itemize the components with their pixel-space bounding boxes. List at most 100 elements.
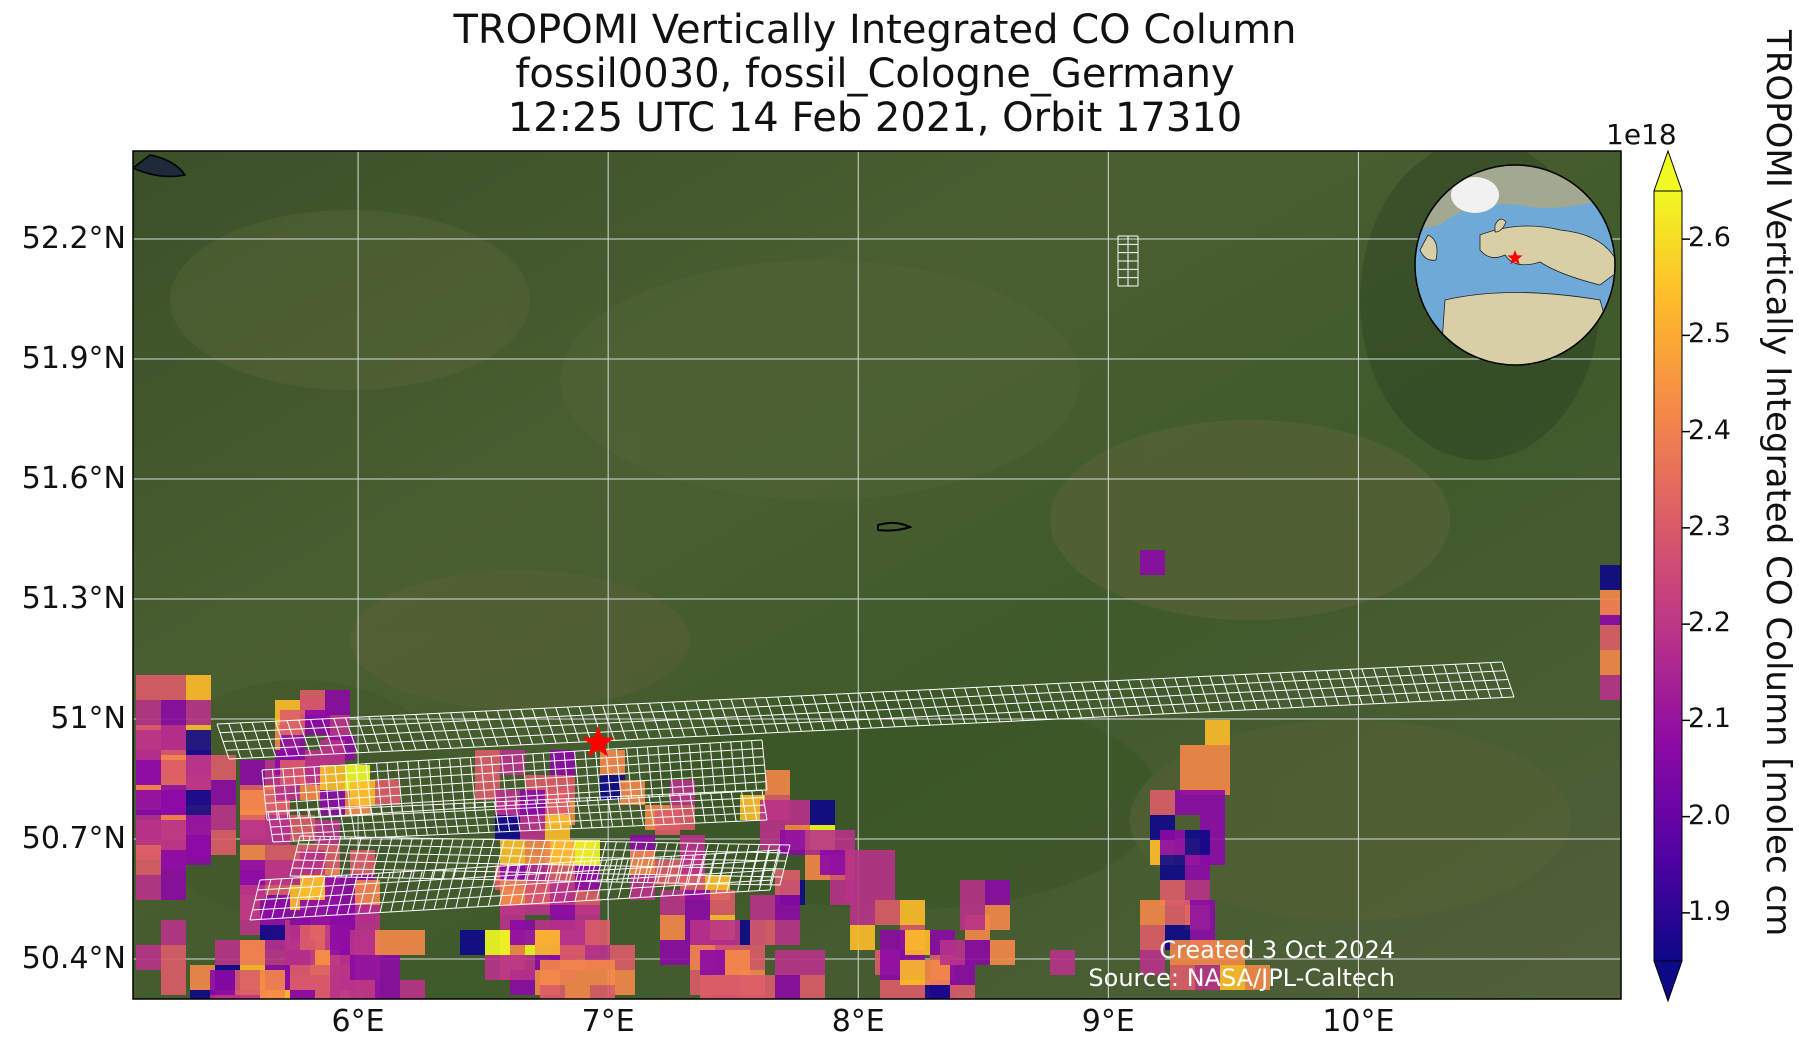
co-pixel: [190, 990, 215, 999]
co-pixel: [810, 800, 835, 825]
co-pixel: [535, 930, 560, 955]
co-pixel: [300, 925, 325, 950]
co-pixel: [850, 900, 875, 925]
co-pixel: [525, 840, 550, 865]
co-pixel: [765, 770, 790, 795]
co-pixel: [161, 790, 186, 815]
coastline-shape: [133, 154, 187, 178]
co-pixel: [186, 790, 211, 815]
title-line-3: 12:25 UTC 14 Feb 2021, Orbit 17310: [507, 95, 1243, 141]
co-pixel: [240, 820, 265, 845]
co-pixel: [240, 940, 265, 965]
co-pixel: [715, 920, 740, 945]
colorbar-tick-label: 2.2: [1688, 607, 1731, 639]
co-pixel: [870, 875, 895, 900]
co-pixel: [1600, 625, 1621, 650]
co-pixel: [350, 930, 375, 955]
co-pixel: [725, 950, 750, 975]
co-pixel: [350, 955, 375, 980]
co-pixel: [1195, 965, 1220, 990]
co-pixel: [690, 920, 715, 945]
lat-label: 51°N: [50, 701, 126, 736]
map-frame: [132, 150, 1622, 1000]
co-pixel: [940, 940, 965, 965]
co-pixel: [161, 760, 186, 785]
co-pixel: [215, 940, 240, 965]
co-pixel: [240, 760, 265, 785]
colorbar-tick-label: 2.5: [1688, 318, 1731, 350]
co-pixel: [1150, 790, 1175, 815]
co-pixel: [211, 805, 236, 830]
co-pixel: [161, 920, 186, 945]
co-pixel: [136, 945, 161, 970]
co-pixel: [750, 895, 775, 920]
co-pixel: [775, 920, 800, 945]
lon-label: 8°E: [831, 1004, 885, 1039]
co-pixel: [1600, 675, 1621, 700]
co-pixel: [350, 850, 375, 875]
co-pixel: [260, 900, 285, 925]
credit-source: Source: NASA/JPL-Caltech: [1088, 964, 1395, 992]
co-pixel: [1205, 745, 1230, 770]
credit-created: Created 3 Oct 2024: [1159, 936, 1395, 964]
co-pixel: [161, 725, 186, 750]
co-pixel: [1140, 900, 1165, 925]
co-pixel: [235, 995, 260, 999]
co-pixel: [880, 930, 905, 955]
co-pixel: [330, 980, 355, 999]
co-pixel: [265, 860, 290, 885]
colorbar: [1653, 149, 1690, 1003]
co-pixel: [375, 980, 400, 999]
co-pixel: [1170, 965, 1195, 990]
co-pixel: [775, 870, 800, 895]
co-pixel: [265, 820, 290, 845]
colorbar-tick-label: 2.4: [1688, 414, 1731, 446]
co-pixel: [600, 750, 625, 775]
co-pixel: [235, 970, 260, 995]
co-pixel: [1220, 940, 1245, 965]
co-pixel: [1170, 940, 1195, 965]
co-pixel: [161, 675, 186, 700]
co-pixel: [1165, 900, 1190, 925]
co-pixel: [260, 970, 285, 995]
co-pixel: [540, 960, 565, 985]
co-pixel: [590, 985, 615, 999]
co-pixel: [660, 915, 685, 940]
co-pixel: [485, 955, 510, 980]
co-pixel: [350, 780, 375, 805]
co-pixel: [905, 930, 930, 955]
site-star-marker: [582, 726, 615, 757]
co-pixel: [186, 815, 211, 840]
co-pixel: [240, 860, 265, 885]
co-pixel: [136, 820, 161, 845]
co-pixel: [460, 930, 485, 955]
co-pixel: [785, 800, 810, 825]
co-pixel: [315, 990, 340, 999]
lon-label: 7°E: [581, 1004, 635, 1039]
co-pixel: [990, 940, 1015, 965]
co-pixel: [161, 820, 186, 845]
co-pixel: [211, 780, 236, 805]
co-pixel: [300, 900, 325, 925]
co-pixel: [136, 730, 161, 755]
lat-label: 51.9°N: [21, 341, 126, 376]
co-pixel: [290, 990, 315, 999]
co-pixel: [161, 850, 186, 875]
co-pixel: [850, 925, 875, 950]
colorbar-label: TROPOMI Vertically Integrated CO Column …: [1758, 30, 1798, 937]
co-pixel: [500, 840, 525, 865]
co-pixel: [775, 950, 800, 975]
co-pixel: [875, 900, 900, 925]
co-pixel: [965, 940, 990, 965]
co-pixel: [950, 985, 975, 999]
co-pixel: [960, 905, 985, 930]
co-pixel: [1160, 830, 1185, 855]
co-pixel: [900, 900, 925, 925]
co-pixel: [136, 850, 161, 875]
co-pixel: [330, 905, 355, 930]
co-pixel: [280, 710, 305, 735]
co-pixel: [660, 940, 685, 965]
co-pixel: [1200, 790, 1225, 815]
colorbar-extend-bottom: [1653, 960, 1683, 1003]
title-line-1: TROPOMI Vertically Integrated CO Column: [453, 7, 1297, 53]
